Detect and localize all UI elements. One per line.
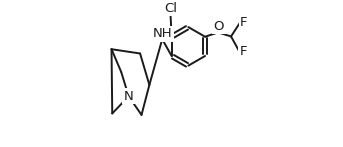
Text: F: F bbox=[240, 16, 248, 29]
Text: NH: NH bbox=[152, 27, 172, 40]
Text: Cl: Cl bbox=[164, 2, 177, 15]
Text: N: N bbox=[124, 90, 133, 103]
Text: O: O bbox=[214, 20, 224, 33]
Text: F: F bbox=[239, 45, 247, 58]
